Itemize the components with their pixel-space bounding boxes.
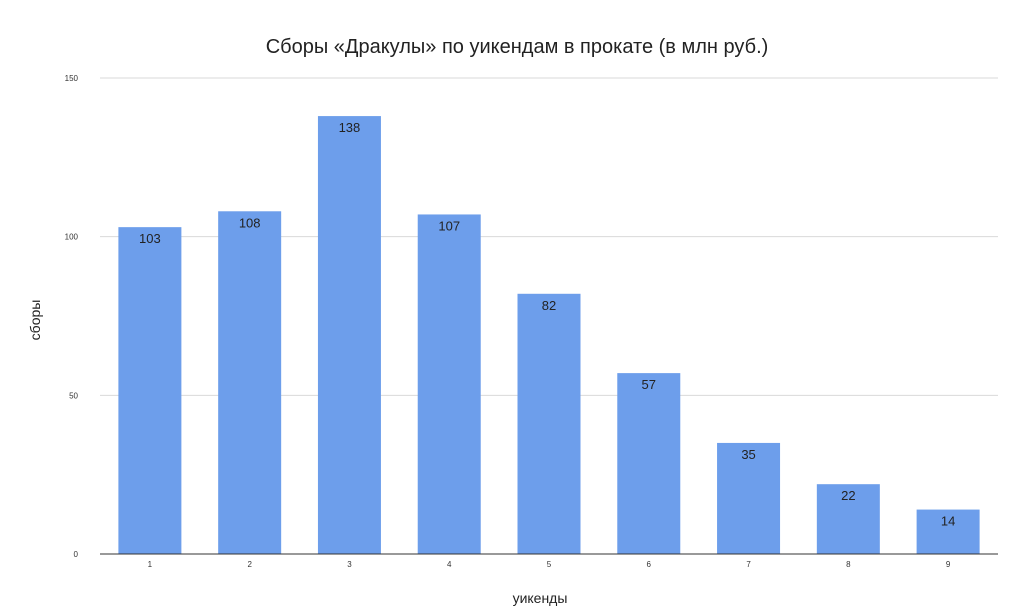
data-label: 107 bbox=[438, 218, 460, 233]
data-label: 108 bbox=[239, 215, 261, 230]
x-tick-label: 9 bbox=[946, 560, 951, 569]
data-label: 82 bbox=[542, 298, 556, 313]
data-label: 14 bbox=[941, 514, 955, 529]
bar bbox=[218, 211, 282, 554]
x-tick-label: 2 bbox=[247, 560, 252, 569]
data-label: 35 bbox=[741, 447, 755, 462]
x-tick-label: 5 bbox=[547, 560, 552, 569]
x-tick-label: 8 bbox=[846, 560, 851, 569]
x-tick-label: 6 bbox=[647, 560, 652, 569]
bars bbox=[118, 116, 980, 554]
y-tick-label: 50 bbox=[69, 391, 78, 400]
bar bbox=[816, 484, 880, 554]
y-axis-title: сборы bbox=[27, 300, 43, 341]
x-axis-ticks: 1 2 3 4 5 6 7 8 9 bbox=[148, 560, 951, 569]
bar bbox=[916, 509, 980, 554]
bar bbox=[317, 116, 381, 554]
data-labels: 103 108 138 107 82 57 35 22 14 bbox=[139, 120, 955, 528]
bar bbox=[417, 214, 481, 554]
bar bbox=[517, 293, 581, 554]
y-tick-label: 100 bbox=[65, 233, 79, 242]
x-axis-title: уикенды bbox=[513, 590, 568, 606]
data-label: 22 bbox=[841, 488, 855, 503]
x-tick-label: 3 bbox=[347, 560, 352, 569]
bar bbox=[717, 442, 781, 554]
x-tick-label: 1 bbox=[148, 560, 153, 569]
y-tick-label: 150 bbox=[65, 74, 79, 83]
y-tick-label: 0 bbox=[74, 550, 79, 559]
data-label: 57 bbox=[642, 377, 656, 392]
chart-title: Сборы «Дракулы» по уикендам в прокате (в… bbox=[266, 36, 769, 58]
x-tick-label: 4 bbox=[447, 560, 452, 569]
bar bbox=[118, 227, 182, 554]
data-label: 103 bbox=[139, 231, 161, 246]
y-axis-ticks: 0 50 100 150 bbox=[65, 74, 79, 559]
x-tick-label: 7 bbox=[746, 560, 751, 569]
bar bbox=[617, 373, 681, 554]
data-label: 138 bbox=[339, 120, 361, 135]
